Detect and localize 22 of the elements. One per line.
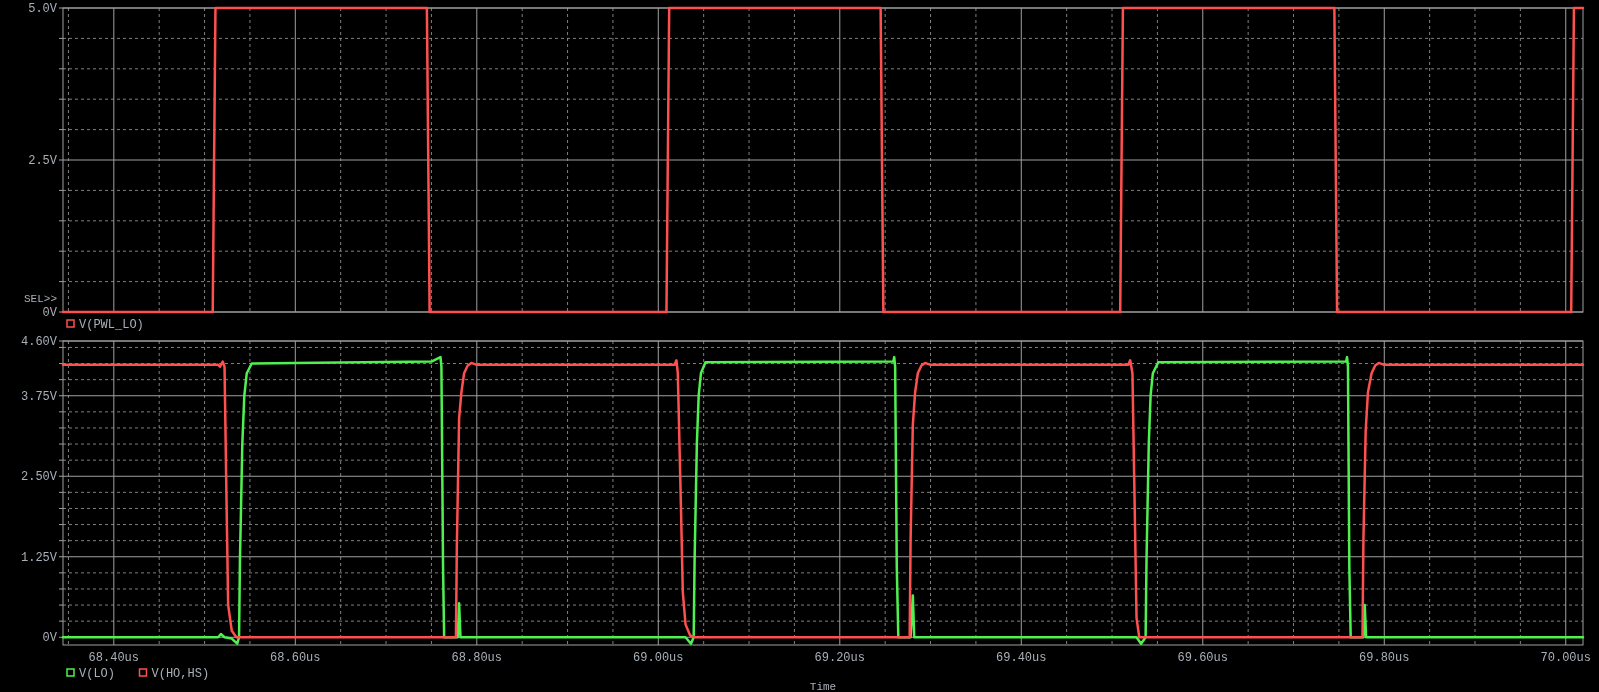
y-tick-label: 4.60V (20, 335, 58, 349)
y-tick-label: 0V (42, 306, 58, 320)
x-tick-label: 69.80us (1359, 651, 1410, 665)
y-tick-label: 2.50V (20, 470, 58, 485)
y-tick-label: 2.5V (28, 154, 58, 168)
x-axis-title: Time (809, 681, 837, 692)
x-tick-label: 69.40us (996, 651, 1047, 665)
text: SEL>> (23, 293, 57, 305)
legend-label: V(LO) (79, 667, 116, 681)
y-tick-label: 5.0V (28, 2, 58, 16)
legend-label: V(PWL_LO) (79, 318, 144, 332)
legend-label: V(HO,HS) (151, 667, 210, 681)
x-tick-label: 68.80us (451, 651, 503, 665)
x-tick-label: 68.60us (270, 651, 321, 665)
x-tick-label: 69.00us (633, 651, 684, 665)
y-tick-label: 1.25V (20, 550, 58, 565)
x-tick-label: 69.60us (1177, 651, 1228, 665)
x-tick-label: 70.00us (1540, 651, 1591, 665)
x-tick-label: 68.40us (88, 651, 140, 665)
y-tick-label: 3.75V (20, 389, 58, 404)
y-tick-label: 0V (42, 631, 58, 646)
x-tick-label: 69.20us (814, 651, 865, 665)
